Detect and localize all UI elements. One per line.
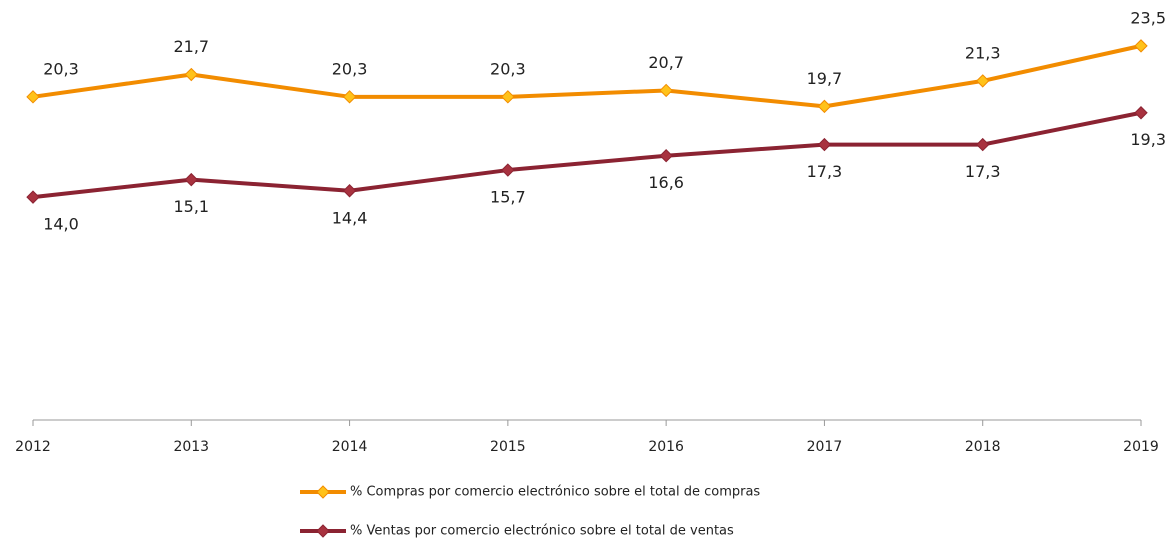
legend-label: % Ventas por comercio electrónico sobre … bbox=[350, 524, 734, 538]
point bbox=[976, 74, 990, 88]
data-label: 20,3 bbox=[332, 59, 368, 78]
x-tick-label: 2015 bbox=[490, 439, 526, 455]
legend-marker bbox=[316, 524, 330, 538]
data-label: 20,3 bbox=[490, 59, 526, 78]
point bbox=[817, 137, 832, 152]
data-label: 21,7 bbox=[173, 37, 209, 56]
x-tick-label: 2019 bbox=[1123, 439, 1159, 455]
data-label: 16,6 bbox=[648, 173, 684, 192]
legend-marker bbox=[316, 485, 330, 499]
point bbox=[659, 149, 673, 163]
data-label: 20,3 bbox=[43, 59, 79, 78]
data-label: 17,3 bbox=[807, 162, 843, 181]
point bbox=[817, 99, 832, 114]
data-label: 17,3 bbox=[965, 162, 1001, 181]
point bbox=[184, 172, 198, 187]
point bbox=[342, 184, 357, 198]
x-tick-label: 2016 bbox=[648, 439, 684, 455]
legend-label: % Compras por comercio electrónico sobre… bbox=[350, 485, 760, 500]
data-label: 19,3 bbox=[1130, 130, 1166, 149]
data-label: 15,7 bbox=[490, 188, 526, 207]
x-tick-label: 2013 bbox=[173, 439, 209, 455]
point bbox=[26, 90, 40, 104]
point bbox=[342, 90, 357, 104]
data-label: 21,3 bbox=[965, 43, 1001, 62]
point bbox=[501, 163, 515, 177]
data-label: 14,4 bbox=[332, 208, 368, 227]
point bbox=[659, 83, 673, 98]
point bbox=[501, 90, 515, 104]
point bbox=[976, 137, 990, 152]
data-label: 23,5 bbox=[1130, 8, 1166, 27]
x-tick-label: 2017 bbox=[807, 439, 843, 455]
point bbox=[26, 190, 40, 204]
series-line bbox=[32, 43, 1142, 109]
data-label: 15,1 bbox=[173, 197, 209, 216]
point bbox=[184, 67, 198, 82]
x-tick-label: 2012 bbox=[15, 439, 51, 455]
x-tick-label: 2014 bbox=[332, 439, 368, 455]
series-line bbox=[32, 110, 1142, 200]
point bbox=[1134, 106, 1148, 120]
data-label: 19,7 bbox=[807, 69, 843, 88]
data-label: 14,0 bbox=[43, 215, 79, 234]
point bbox=[1134, 39, 1148, 53]
data-label: 20,7 bbox=[648, 53, 684, 72]
x-tick-label: 2018 bbox=[965, 439, 1001, 455]
